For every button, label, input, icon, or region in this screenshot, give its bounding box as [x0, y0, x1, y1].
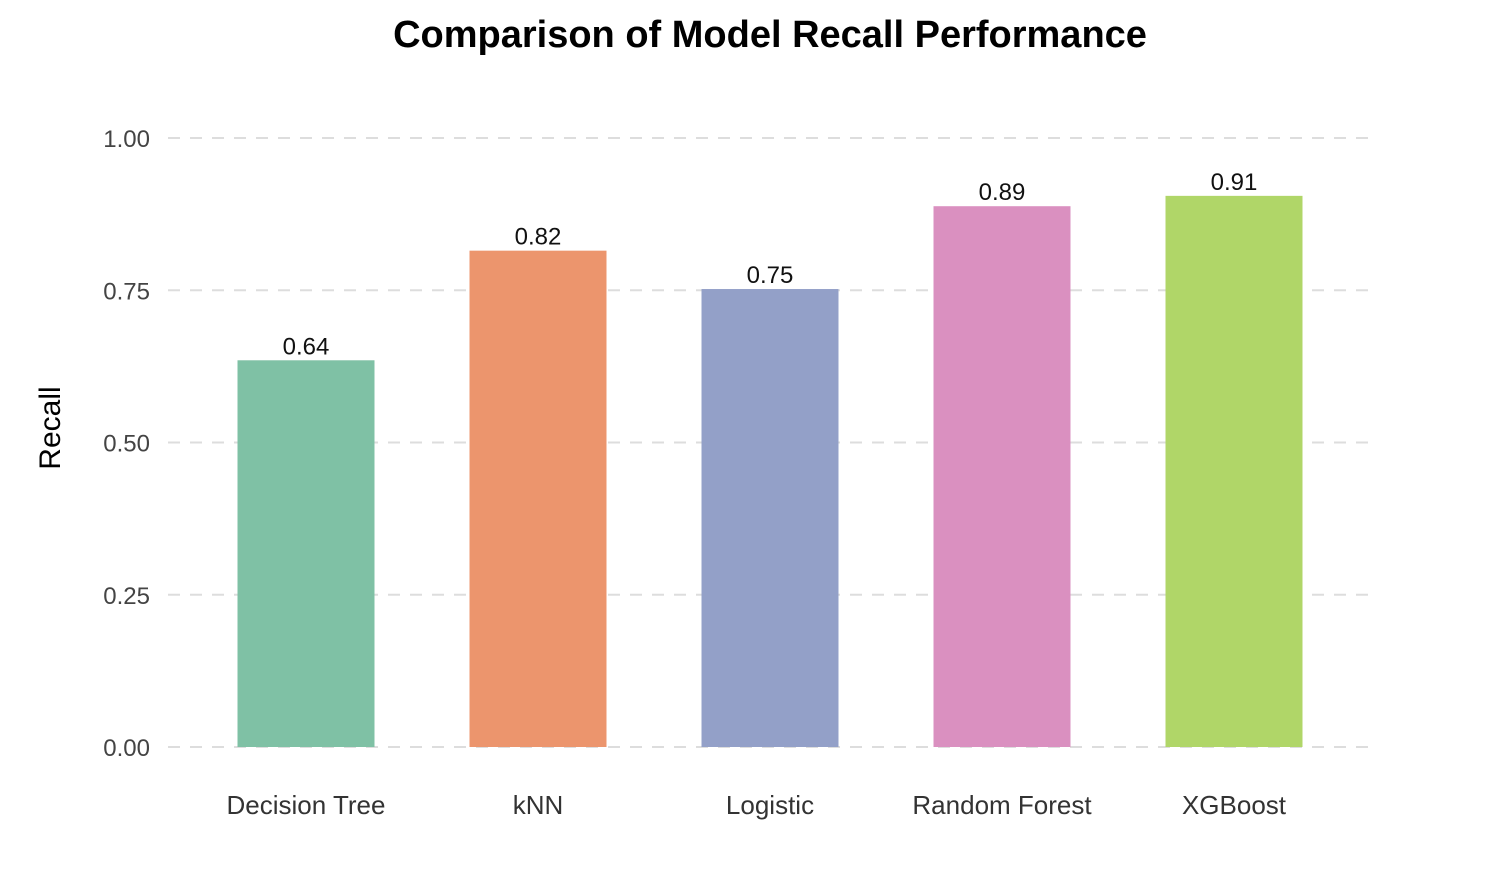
y-tick-label: 1.00 — [103, 126, 150, 153]
x-tick-label: Logistic — [726, 790, 814, 820]
x-tick-label: kNN — [513, 790, 564, 820]
bar — [933, 206, 1071, 747]
data-label: 0.82 — [515, 224, 562, 251]
y-tick-label: 0.50 — [103, 431, 150, 458]
data-label: 0.91 — [1211, 169, 1258, 196]
x-axis-ticks: Decision Tree kNN Logistic Random Forest XGB… — [227, 790, 1287, 820]
y-axis-title: Recall — [34, 386, 67, 469]
y-tick-label: 0.00 — [103, 735, 150, 762]
x-tick-label: XGBoost — [1182, 790, 1287, 820]
x-tick-label: Decision Tree — [227, 790, 386, 820]
x-tick-label: Random Forest — [912, 790, 1092, 820]
data-label: 0.89 — [979, 179, 1026, 206]
bar — [701, 289, 839, 747]
bar — [469, 250, 607, 748]
y-axis-ticks: 0.00 0.25 0.50 0.75 1.00 — [103, 126, 150, 762]
chart-title: Comparison of Model Recall Performance — [393, 14, 1147, 56]
bars — [237, 195, 1303, 748]
bar — [237, 360, 375, 747]
data-label: 0.64 — [283, 333, 330, 360]
y-tick-label: 0.75 — [103, 278, 150, 305]
data-labels: 0.64 0.82 0.75 0.89 0.91 — [283, 169, 1258, 360]
y-tick-label: 0.25 — [103, 583, 150, 610]
data-label: 0.75 — [747, 262, 794, 289]
bar — [1165, 195, 1303, 748]
